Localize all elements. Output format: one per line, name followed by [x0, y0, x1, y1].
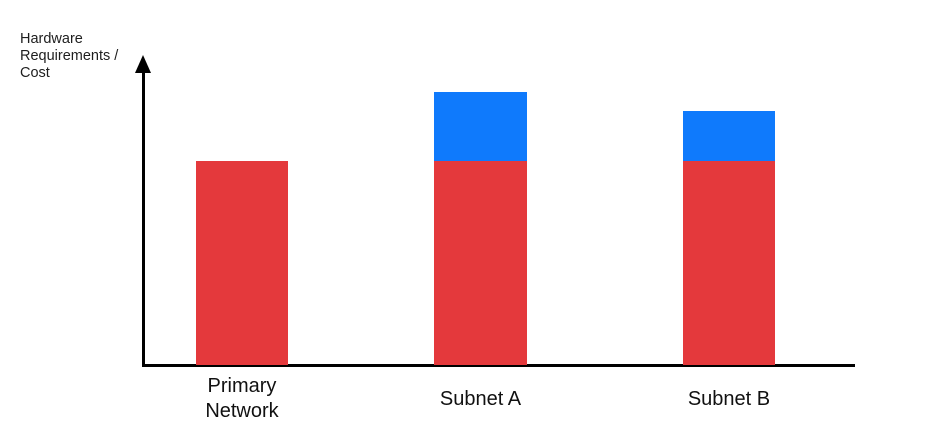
- bar-segment-red-3: [683, 161, 775, 365]
- y-axis-arrow-icon: [135, 55, 151, 73]
- bar-segment-blue-3: [683, 111, 775, 161]
- x-axis-label-1: Primary Network: [205, 375, 279, 422]
- x-axis-label-3: Subnet B: [687, 387, 771, 410]
- y-axis-label: Hardware Requirements / Cost: [20, 31, 119, 81]
- x-axis-line: [142, 364, 855, 367]
- bar-segment-red-2: [434, 161, 527, 365]
- bar-segment-blue-2: [434, 92, 527, 161]
- x-axis-label-2: Subnet A: [439, 387, 522, 410]
- bar-segment-red-1: [196, 161, 288, 365]
- x-axis-labels: Primary Network Subnet A Subnet B: [0, 374, 933, 424]
- y-axis-line: [142, 66, 145, 366]
